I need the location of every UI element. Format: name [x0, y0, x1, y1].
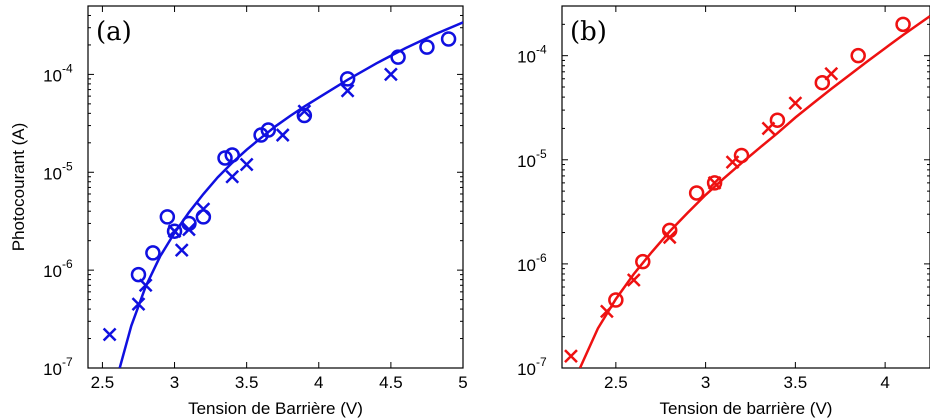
panel-label: (a) [96, 17, 132, 47]
x-marker [102, 327, 117, 342]
circle-marker [895, 16, 911, 33]
y-tick-label: 10 [517, 48, 536, 67]
circle-marker [130, 266, 147, 283]
circle-marker [217, 150, 233, 166]
x-tick-label: 4 [314, 373, 323, 392]
circle-marker [608, 292, 624, 308]
x-marker [196, 202, 211, 217]
circle-marker [339, 71, 356, 87]
circle-marker [635, 253, 651, 270]
panel-label: (b) [570, 17, 607, 47]
circle-marker [145, 245, 161, 261]
x-marker [662, 230, 677, 245]
x-tick-label: 3 [701, 373, 710, 392]
x-marker [761, 121, 776, 136]
x-marker [182, 222, 196, 237]
circle-marker [260, 122, 277, 138]
circle-marker [706, 175, 723, 191]
x-tick-label: 4.5 [379, 373, 403, 392]
y-tick-label: 10 [43, 66, 62, 85]
x-marker [174, 243, 189, 258]
x-marker [239, 157, 254, 172]
y-tick-exponent: -7 [62, 355, 73, 369]
y-tick-exponent: -5 [536, 147, 547, 161]
plot-frame [561, 5, 930, 369]
y-tick-label: 10 [517, 360, 536, 379]
circle-marker [850, 47, 866, 64]
circle-marker [166, 223, 183, 239]
fit-curve [118, 21, 463, 368]
fit-curve [578, 15, 930, 368]
y-tick-exponent: -5 [62, 159, 73, 173]
data-layer [102, 21, 463, 368]
y-axis-label: Photocourant (A) [9, 123, 28, 252]
x-axis-label: Tension de Barrière (V) [188, 399, 363, 418]
circle-marker [296, 107, 313, 124]
x-marker [384, 67, 398, 82]
x-tick-label: 3 [170, 373, 179, 392]
y-tick-label: 10 [43, 262, 62, 281]
x-tick-label: 4 [880, 373, 889, 392]
circle-marker [814, 74, 831, 91]
x-marker [340, 83, 355, 98]
y-tick-label: 10 [43, 164, 62, 183]
x-tick-label: 3.5 [235, 373, 259, 392]
x-axis-label: Tension de barrière (V) [660, 399, 833, 418]
x-tick-label: 2.5 [604, 373, 628, 392]
y-tick-exponent: -6 [62, 257, 73, 271]
circle-marker [159, 209, 176, 225]
y-tick-exponent: -7 [536, 355, 547, 369]
y-tick-exponent: -4 [536, 43, 547, 57]
plot-frame [87, 5, 464, 369]
circle-marker [419, 39, 435, 55]
x-marker [225, 169, 240, 184]
y-tick-exponent: -6 [536, 251, 547, 265]
circle-marker [440, 31, 457, 47]
x-tick-label: 5 [458, 373, 467, 392]
x-tick-label: 2.5 [91, 373, 115, 392]
data-layer [564, 15, 930, 368]
y-tick-label: 10 [43, 360, 62, 379]
x-marker [275, 128, 290, 142]
x-marker [626, 273, 641, 287]
x-marker [564, 349, 578, 364]
x-tick-label: 3.5 [784, 373, 808, 392]
y-tick-label: 10 [517, 256, 536, 275]
y-tick-label: 10 [517, 152, 536, 171]
x-marker [824, 66, 839, 81]
x-marker [707, 175, 722, 190]
x-marker [788, 96, 803, 111]
y-tick-exponent: -4 [62, 61, 73, 75]
circle-marker [688, 185, 705, 201]
circle-marker [769, 112, 786, 128]
x-marker [297, 104, 312, 119]
